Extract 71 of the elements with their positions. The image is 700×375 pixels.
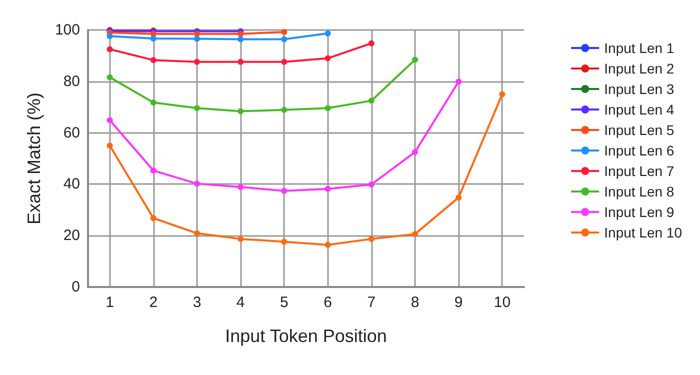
- point: [150, 99, 156, 106]
- point: [106, 46, 113, 52]
- y-tick-label: 100: [54, 22, 80, 38]
- x-tick-label: 1: [106, 294, 114, 311]
- y-tick-label: 40: [63, 176, 80, 193]
- point: [238, 184, 244, 190]
- point: [106, 33, 113, 40]
- point: [150, 168, 156, 174]
- point: [106, 117, 113, 124]
- point: [281, 106, 288, 113]
- legend-label: Input Len 9: [604, 204, 674, 220]
- point: [368, 40, 374, 46]
- point: [412, 149, 418, 156]
- point: [281, 29, 288, 36]
- legend-label: Input Len 6: [604, 142, 674, 158]
- point: [238, 36, 244, 42]
- point: [324, 105, 331, 112]
- point: [324, 186, 331, 192]
- x-tick-label: 6: [324, 294, 332, 311]
- point: [456, 194, 462, 201]
- x-tick-label: 8: [410, 294, 420, 311]
- point: [194, 58, 200, 65]
- point: [150, 57, 156, 64]
- point: [368, 181, 374, 188]
- point: [238, 236, 244, 242]
- point: [324, 30, 331, 36]
- x-tick-label: 10: [494, 294, 511, 311]
- point: [499, 91, 506, 98]
- point: [106, 142, 113, 149]
- y-tick-label: 20: [63, 227, 80, 244]
- legend-label: Input Len 8: [604, 184, 674, 200]
- point: [456, 78, 462, 85]
- point: [106, 74, 113, 80]
- legend-label: Input Len 7: [604, 163, 674, 179]
- legend-label: Input Len 10: [604, 224, 682, 240]
- x-tick-label: 4: [236, 294, 245, 311]
- legend-label: Input Len 4: [604, 102, 674, 118]
- legend-label: Input Len 2: [604, 60, 674, 76]
- x-tick-label: 7: [367, 294, 376, 311]
- point: [324, 242, 331, 248]
- x-axis-title: Input Token Position: [225, 326, 387, 346]
- x-tick-label: 9: [454, 294, 463, 311]
- point: [281, 36, 288, 42]
- point: [412, 231, 418, 238]
- point: [281, 58, 288, 65]
- point: [150, 215, 156, 222]
- legend-label: Input Len 1: [604, 40, 674, 56]
- point: [324, 55, 331, 62]
- legend-label: Input Len 3: [604, 81, 674, 97]
- y-tick-label: 0: [72, 278, 80, 296]
- point: [238, 30, 244, 37]
- point: [150, 35, 156, 42]
- point: [238, 108, 244, 114]
- point: [368, 236, 374, 242]
- x-tick-label: 5: [280, 294, 288, 311]
- point: [238, 58, 244, 65]
- x-tick-label: 2: [149, 294, 158, 311]
- point: [194, 105, 200, 112]
- point: [194, 180, 200, 187]
- point: [412, 56, 418, 63]
- y-axis-title: Exact Match (%): [24, 92, 44, 225]
- x-tick-label: 3: [192, 294, 202, 311]
- point: [368, 98, 374, 104]
- point: [281, 188, 288, 194]
- point: [194, 30, 200, 37]
- y-tick-label: 80: [63, 72, 80, 90]
- point: [194, 230, 200, 236]
- point: [281, 238, 288, 245]
- point: [194, 36, 200, 42]
- legend-label: Input Len 5: [604, 122, 674, 138]
- y-tick-label: 60: [63, 124, 80, 142]
